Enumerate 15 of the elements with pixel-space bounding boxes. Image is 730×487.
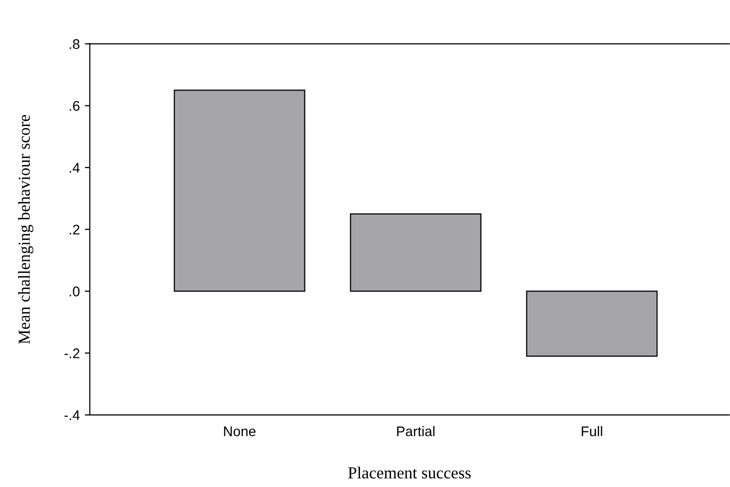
y-axis-title: Mean challenging behaviour score [18, 114, 34, 344]
bar [350, 213, 482, 292]
y-tick-label: -.4 [64, 410, 80, 420]
y-tick-label: .8 [70, 39, 80, 49]
y-tick-label: .6 [70, 101, 80, 111]
x-tick-label: Full [582, 426, 602, 436]
y-tick-label: .2 [70, 224, 80, 234]
y-tick-label: .4 [70, 163, 80, 173]
x-tick-label: Partial [397, 426, 434, 436]
x-tick-label: None [224, 426, 256, 436]
y-tick-label: -.2 [64, 348, 80, 358]
bar [526, 290, 658, 357]
y-tick-label: .0 [70, 286, 80, 296]
bar [174, 90, 306, 292]
x-axis-title: Placement success [348, 466, 471, 478]
